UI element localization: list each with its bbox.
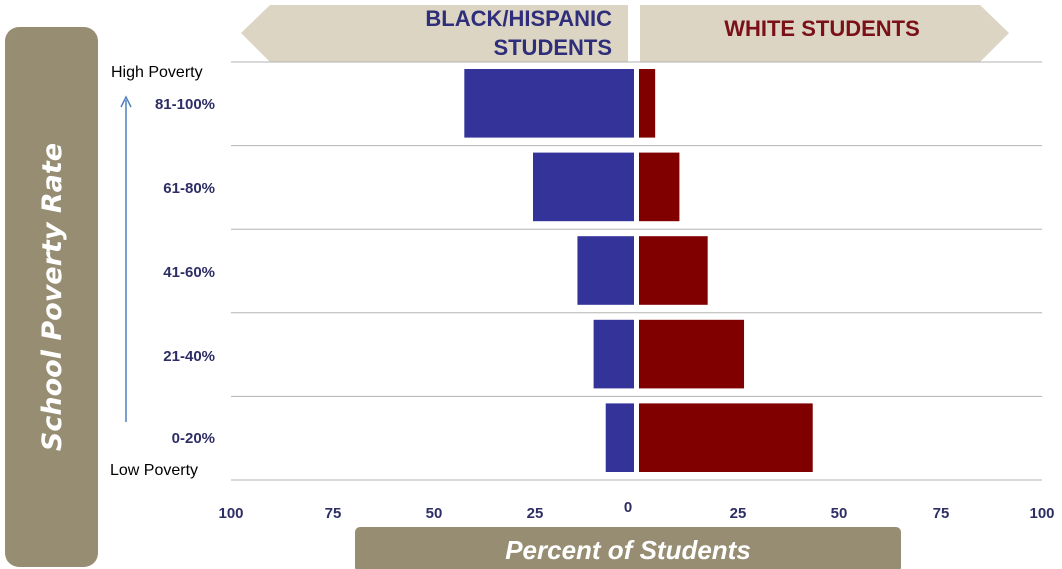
bar-black-hispanic-81-100 <box>464 69 634 138</box>
x-tick-label: 50 <box>831 505 848 522</box>
y-axis-panel <box>5 27 98 567</box>
x-tick-label: 50 <box>426 505 443 522</box>
left-header-line2: STUDENTS <box>493 35 612 60</box>
right-header-banner <box>640 5 1009 62</box>
y-axis-title: School Poverty Rate <box>37 143 68 451</box>
category-label: 41-60% <box>163 264 215 281</box>
x-axis-panel <box>355 527 901 569</box>
right-header: WHITE STUDENTS <box>724 16 920 41</box>
category-labels: 81-100% 61-80% 41-60% 21-40% 0-20% <box>155 96 215 447</box>
poverty-direction-arrow <box>120 95 132 422</box>
x-tick-labels: 100 75 50 25 0 25 50 75 100 <box>218 499 1054 522</box>
grid-lines <box>231 61 1042 481</box>
category-label: 61-80% <box>163 180 215 197</box>
bar-black-hispanic-21-40 <box>593 319 634 389</box>
x-tick-label: 100 <box>218 505 243 522</box>
x-axis-title: Percent of Students <box>505 535 751 565</box>
x-tick-label: 25 <box>730 505 747 522</box>
bar-white-21-40 <box>639 319 745 389</box>
bar-black-hispanic-0-20 <box>605 403 634 472</box>
bar-black-hispanic-41-60 <box>577 236 634 305</box>
left-header-line1: BLACK/HISPANIC <box>425 6 612 31</box>
x-tick-label: 100 <box>1029 505 1054 522</box>
category-label: 0-20% <box>172 430 215 447</box>
bar-white-41-60 <box>639 236 708 305</box>
bars <box>464 69 813 472</box>
bar-white-61-80 <box>639 152 680 222</box>
bar-white-81-100 <box>639 69 656 138</box>
x-tick-label: 75 <box>933 505 950 522</box>
bar-black-hispanic-61-80 <box>533 152 634 222</box>
left-header-banner <box>241 5 628 62</box>
x-tick-label: 0 <box>624 499 632 516</box>
low-poverty-label: Low Poverty <box>110 462 198 479</box>
category-label: 21-40% <box>163 348 215 365</box>
category-label: 81-100% <box>155 96 215 113</box>
x-tick-label: 75 <box>325 505 342 522</box>
high-poverty-label: High Poverty <box>111 64 203 81</box>
x-tick-label: 25 <box>527 505 544 522</box>
bar-white-0-20 <box>639 403 813 472</box>
